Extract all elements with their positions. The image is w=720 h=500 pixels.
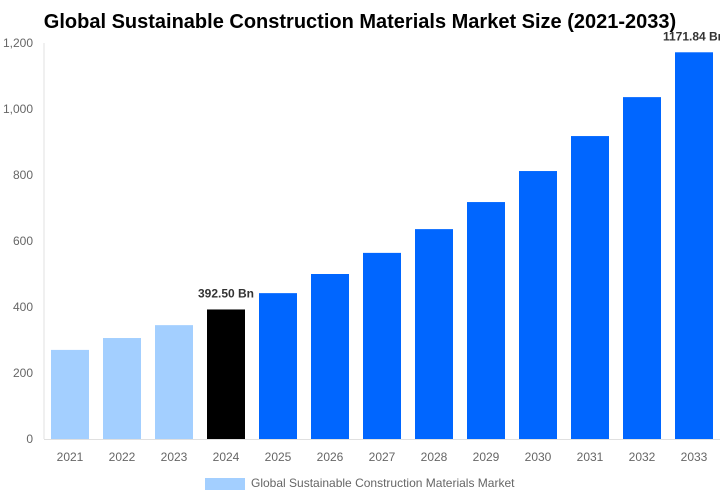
x-tick-label: 2023 <box>161 450 188 464</box>
x-tick-label: 2025 <box>265 450 292 464</box>
data-labels: 392.50 Bn 1171.84 Bn <box>198 29 720 300</box>
legend-swatch <box>205 478 245 490</box>
legend-label: Global Sustainable Construction Material… <box>251 476 515 490</box>
data-label: 392.50 Bn <box>198 286 254 300</box>
bar-2032[interactable] <box>623 97 661 440</box>
y-tick-label: 1,200 <box>3 36 33 50</box>
x-axis: 2021 2022 2023 2024 2025 2026 2027 2028 2029 2030… <box>44 439 720 464</box>
bar-2033[interactable] <box>675 52 713 440</box>
chart-title: Global Sustainable Construction Material… <box>44 11 676 33</box>
bar-2021[interactable] <box>51 349 89 439</box>
y-tick-label: 800 <box>13 168 33 182</box>
y-tick-label: 1,000 <box>3 102 33 116</box>
y-tick-label: 600 <box>13 234 33 248</box>
bar-2023[interactable] <box>155 325 193 439</box>
x-tick-label: 2031 <box>577 450 604 464</box>
bar-2029[interactable] <box>467 202 505 439</box>
y-tick-label: 400 <box>13 300 33 314</box>
bars <box>51 52 713 440</box>
bar-2028[interactable] <box>415 229 453 439</box>
bar-2027[interactable] <box>363 252 401 439</box>
bar-2024[interactable] <box>207 309 245 439</box>
x-tick-label: 2027 <box>369 450 396 464</box>
bar-2026[interactable] <box>311 274 349 439</box>
bar-2025[interactable] <box>259 293 297 439</box>
y-axis: 0 200 400 600 800 1,000 1,200 <box>3 36 45 446</box>
x-tick-label: 2028 <box>421 450 448 464</box>
y-tick-label: 200 <box>13 366 33 380</box>
x-tick-label: 2029 <box>473 450 500 464</box>
bar-2030[interactable] <box>519 171 557 440</box>
x-tick-label: 2021 <box>57 450 84 464</box>
x-tick-label: 2024 <box>213 450 240 464</box>
bar-2022[interactable] <box>103 338 141 439</box>
x-tick-label: 2033 <box>681 450 708 464</box>
x-tick-label: 2030 <box>525 450 552 464</box>
y-tick-label: 0 <box>26 432 33 446</box>
x-tick-label: 2032 <box>629 450 656 464</box>
bar-2031[interactable] <box>571 136 609 439</box>
data-label: 1171.84 Bn <box>663 29 720 43</box>
x-tick-label: 2026 <box>317 450 344 464</box>
x-tick-label: 2022 <box>109 450 136 464</box>
legend[interactable]: Global Sustainable Construction Material… <box>205 476 515 490</box>
